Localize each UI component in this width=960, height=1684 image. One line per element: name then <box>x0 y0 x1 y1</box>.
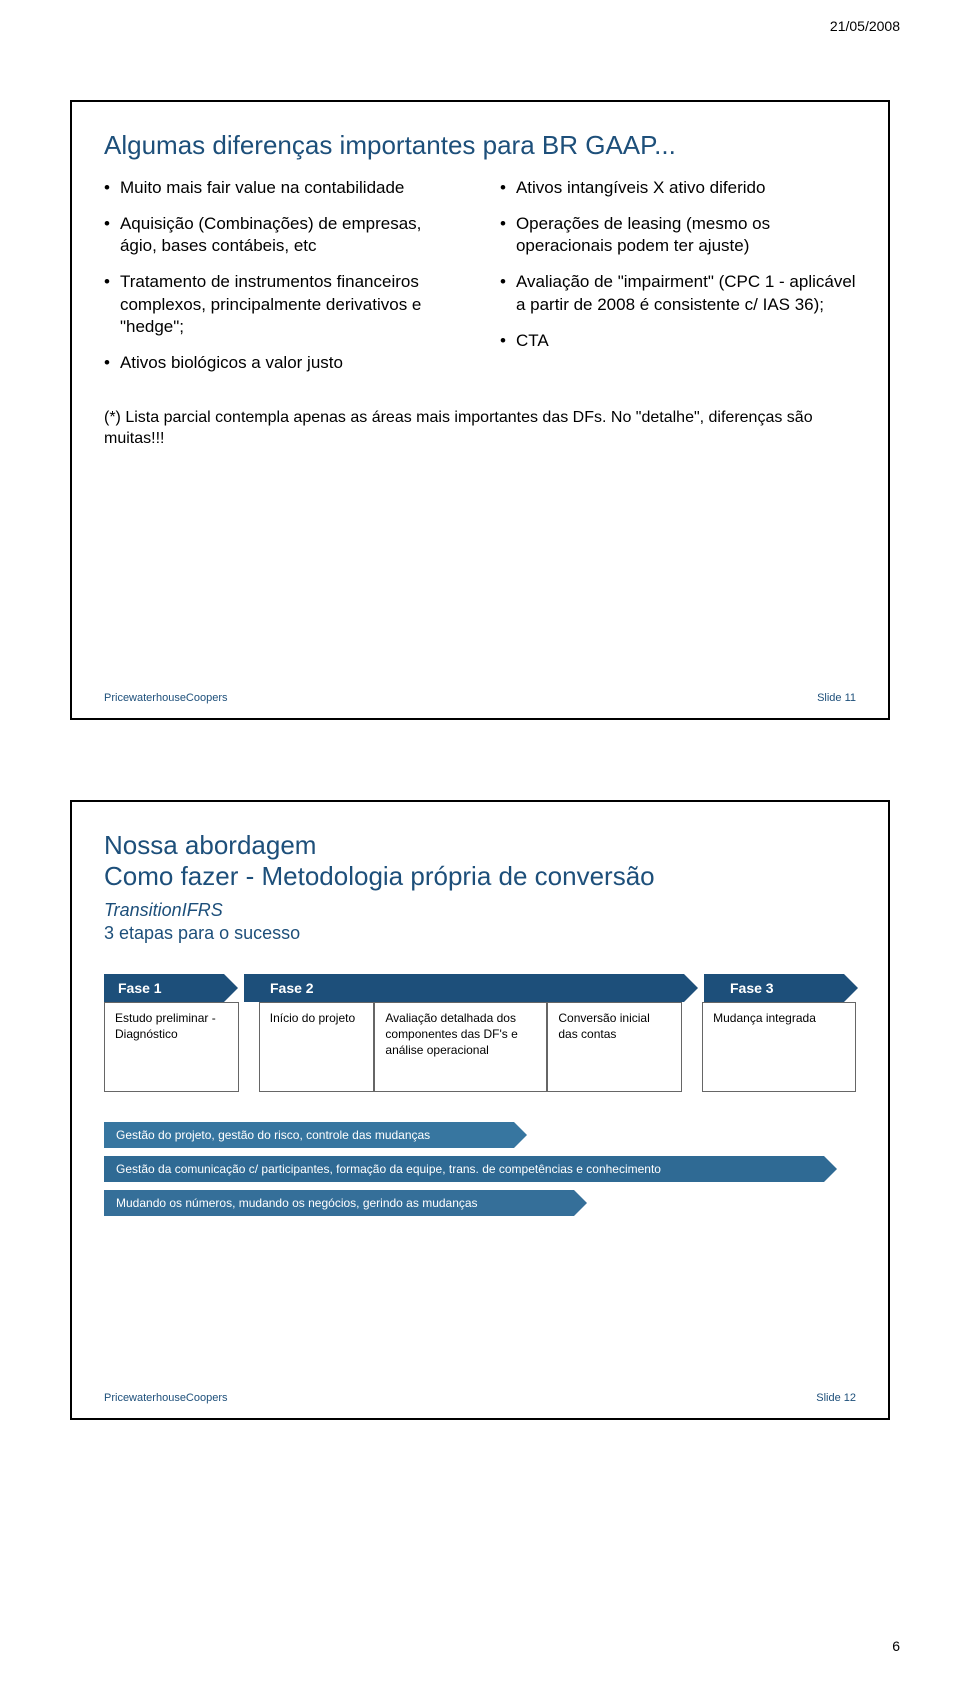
phase-tab-2: Fase 2 <box>244 974 684 1002</box>
slide1-footer: PricewaterhouseCoopers Slide 11 <box>104 692 856 704</box>
phase-box-4: Conversão inicial das contas <box>547 1002 682 1092</box>
bullet-dot-icon: • <box>500 330 506 352</box>
bullet-dot-icon: • <box>104 177 110 199</box>
slide2-footer: PricewaterhouseCoopers Slide 12 <box>104 1392 856 1404</box>
bullet-item: • CTA <box>500 330 856 352</box>
phase-boxes-row: Estudo preliminar - Diagnóstico Início d… <box>104 1002 856 1092</box>
slide1-title: Algumas diferenças importantes para BR G… <box>104 130 856 161</box>
bullet-item: • Ativos intangíveis X ativo diferido <box>500 177 856 199</box>
bullet-dot-icon: • <box>104 352 110 374</box>
phase-box-1: Estudo preliminar - Diagnóstico <box>104 1002 239 1092</box>
page-container: 21/05/2008 Algumas diferenças importante… <box>0 0 960 1684</box>
bullet-item: • Tratamento de instrumentos financeiros… <box>104 271 460 337</box>
bullet-text: Tratamento de instrumentos financeiros c… <box>120 271 460 337</box>
arrow-bars: Gestão do projeto, gestão do risco, cont… <box>104 1122 856 1216</box>
bullet-item: • Muito mais fair value na contabilidade <box>104 177 460 199</box>
bullet-dot-icon: • <box>500 177 506 199</box>
bullet-item: • Aquisição (Combinações) de empresas, á… <box>104 213 460 257</box>
bullet-item: • Avaliação de "impairment" (CPC 1 - apl… <box>500 271 856 315</box>
bullet-item: • Operações de leasing (mesmo os operaci… <box>500 213 856 257</box>
footer-brand: PricewaterhouseCoopers <box>104 692 228 704</box>
bullet-dot-icon: • <box>500 213 506 235</box>
footer-slide-num: Slide 11 <box>817 692 856 704</box>
slide-2: Nossa abordagem Como fazer - Metodologia… <box>70 800 890 1420</box>
bullet-dot-icon: • <box>104 271 110 293</box>
bullet-text: Operações de leasing (mesmo os operacion… <box>516 213 856 257</box>
phase-tabs-row: Fase 1 Fase 2 Fase 3 <box>104 974 856 1002</box>
footer-brand: PricewaterhouseCoopers <box>104 1392 228 1404</box>
bullet-text: Ativos intangíveis X ativo diferido <box>516 177 765 199</box>
page-number: 6 <box>892 1638 900 1654</box>
slide2-title-line2: Como fazer - Metodologia própria de conv… <box>104 861 856 892</box>
arrow-bar-1: Gestão do projeto, gestão do risco, cont… <box>104 1122 514 1148</box>
slide1-left-col: • Muito mais fair value na contabilidade… <box>104 177 460 388</box>
bullet-text: Ativos biológicos a valor justo <box>120 352 343 374</box>
slide2-title-line1: Nossa abordagem <box>104 830 856 861</box>
footer-slide-num: Slide 12 <box>816 1392 856 1404</box>
slide2-subtitle-plain: 3 etapas para o sucesso <box>104 923 856 944</box>
slide2-subtitle-italic: TransitionIFRS <box>104 900 856 921</box>
bullet-item: • Ativos biológicos a valor justo <box>104 352 460 374</box>
bullet-text: CTA <box>516 330 549 352</box>
bullet-text: Aquisição (Combinações) de empresas, ági… <box>120 213 460 257</box>
arrow-bar-2: Gestão da comunicação c/ participantes, … <box>104 1156 824 1182</box>
slide1-footnote: (*) Lista parcial contempla apenas as ár… <box>104 408 856 450</box>
date-header: 21/05/2008 <box>830 18 900 34</box>
phase-box-2: Início do projeto <box>259 1002 375 1092</box>
bullet-text: Muito mais fair value na contabilidade <box>120 177 404 199</box>
slide1-right-col: • Ativos intangíveis X ativo diferido • … <box>500 177 856 388</box>
arrow-bar-3: Mudando os números, mudando os negócios,… <box>104 1190 574 1216</box>
bullet-dot-icon: • <box>500 271 506 293</box>
phase-tab-3: Fase 3 <box>704 974 844 1002</box>
phase-box-3: Avaliação detalhada dos componentes das … <box>374 1002 547 1092</box>
bullet-text: Avaliação de "impairment" (CPC 1 - aplic… <box>516 271 856 315</box>
slide-1: Algumas diferenças importantes para BR G… <box>70 100 890 720</box>
phase-box-5: Mudança integrada <box>702 1002 856 1092</box>
slide1-columns: • Muito mais fair value na contabilidade… <box>104 177 856 388</box>
bullet-dot-icon: • <box>104 213 110 235</box>
phase-tab-1: Fase 1 <box>104 974 224 1002</box>
